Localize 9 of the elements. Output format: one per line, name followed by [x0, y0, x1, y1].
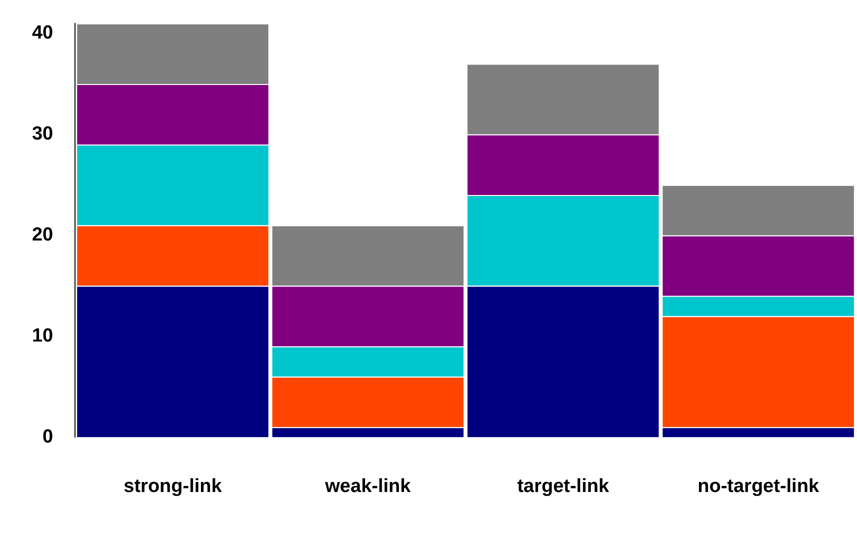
x-tick-label: strong-link — [124, 476, 222, 497]
x-tick-label: target-link — [517, 476, 610, 497]
y-tick-label: 40 — [32, 22, 54, 44]
y-tick-label: 20 — [32, 224, 54, 246]
y-tick-label: 30 — [32, 124, 54, 145]
x-tick-label: no-target-link — [698, 476, 820, 497]
y-tick-label: 10 — [32, 326, 54, 347]
x-tick-label: weak-link — [324, 476, 412, 497]
y-tick-label: 0 — [42, 426, 54, 448]
